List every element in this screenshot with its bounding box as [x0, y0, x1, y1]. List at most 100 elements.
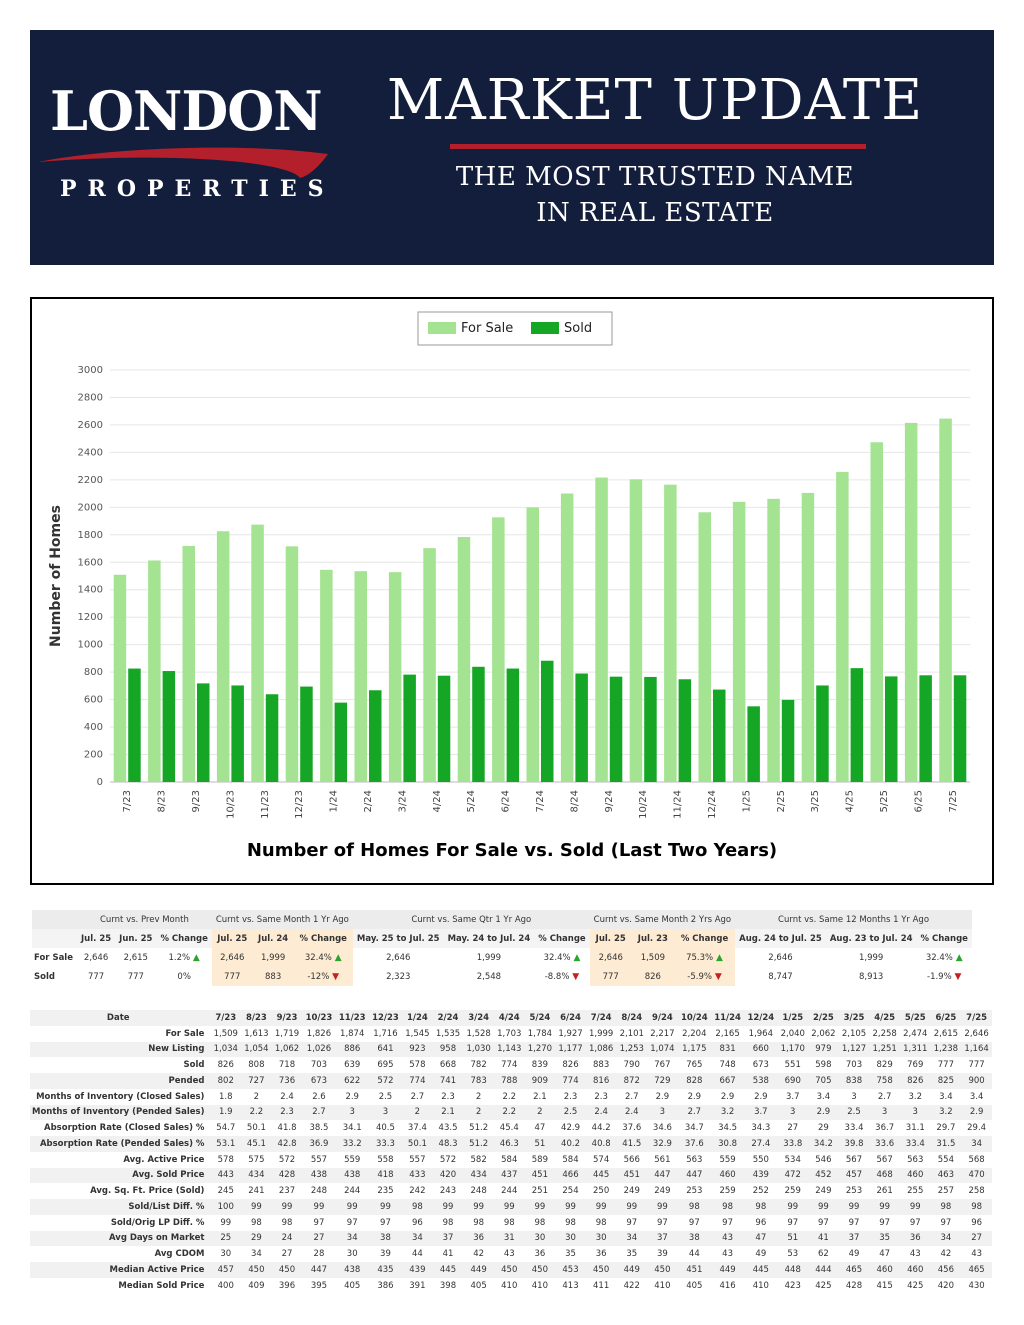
- stats-cell: 40.8: [585, 1136, 617, 1152]
- stats-cell: 1,251: [869, 1041, 900, 1058]
- stats-cell: 584: [555, 1151, 586, 1168]
- bar-for-sale: [492, 517, 505, 782]
- bar-sold: [369, 690, 382, 782]
- stats-cell: 252: [744, 1183, 778, 1199]
- stats-cell: 42: [930, 1246, 962, 1262]
- bar-sold: [506, 668, 520, 782]
- logo-swoosh-icon: [38, 147, 328, 178]
- stats-date-header: 1/24: [402, 1010, 433, 1026]
- bar-sold: [300, 686, 313, 782]
- percent-change-value: 32.4%: [304, 952, 332, 963]
- stats-cell: 1,509: [210, 1025, 242, 1042]
- stats-cell: 2.9: [335, 1088, 369, 1105]
- stats-cell: 29: [808, 1120, 839, 1136]
- stats-row-label: Avg CDOM: [30, 1246, 211, 1262]
- stats-cell: 765: [677, 1057, 711, 1073]
- stats-cell: 41: [808, 1230, 839, 1247]
- stats-row: Absorption Rate (Pended Sales) % 53.1 45.1…: [30, 1136, 992, 1152]
- stats-cell: 396: [271, 1277, 303, 1294]
- stats-cell: 43.5: [432, 1120, 464, 1136]
- stats-row-label: For Sale: [30, 1025, 211, 1042]
- stats-cell: 99: [335, 1199, 369, 1215]
- stats-cell: 99: [869, 1199, 900, 1215]
- stats-cell: 1,528: [463, 1025, 494, 1042]
- stats-cell: 99: [524, 1199, 556, 1215]
- stats-cell: 2.7: [302, 1104, 336, 1121]
- stats-cell: 572: [368, 1073, 403, 1089]
- stats-cell: 97: [677, 1214, 711, 1231]
- stats-cell: 97: [899, 1214, 931, 1231]
- stats-cell: 430: [961, 1277, 992, 1294]
- stats-cell: 249: [616, 1183, 648, 1199]
- stats-cell: 30: [585, 1230, 617, 1247]
- stats-cell: 38.5: [302, 1120, 336, 1136]
- stats-cell: 598: [808, 1057, 839, 1073]
- stats-cell: 42.9: [555, 1120, 586, 1136]
- stats-cell: 826: [210, 1057, 242, 1073]
- stats-date-header: 10/23: [302, 1010, 336, 1026]
- stats-cell: 53.1: [210, 1136, 242, 1152]
- stats-cell: 98: [961, 1199, 992, 1215]
- summary-cell: 1,999: [252, 948, 294, 967]
- stats-cell: 551: [777, 1057, 809, 1073]
- stats-cell: 2,646: [961, 1025, 992, 1042]
- stats-cell: 37.4: [402, 1120, 433, 1136]
- stats-cell: 2,258: [869, 1025, 900, 1042]
- bar-sold: [541, 660, 554, 782]
- stats-cell: 237: [271, 1183, 303, 1199]
- stats-cell: 445: [585, 1167, 617, 1184]
- stats-cell: 550: [744, 1151, 778, 1168]
- x-tick-label: 3/24: [397, 790, 408, 812]
- stats-cell: 235: [368, 1183, 403, 1199]
- bar-sold: [885, 676, 898, 782]
- stats-cell: 29.4: [961, 1120, 992, 1136]
- summary-cell: 883: [252, 967, 294, 986]
- y-tick-label: 1000: [78, 640, 103, 651]
- stats-row-label: Absorption Rate (Closed Sales) %: [30, 1120, 211, 1136]
- stats-cell: 248: [463, 1183, 494, 1199]
- bar-for-sale: [870, 442, 883, 782]
- stats-cell: 1,175: [677, 1041, 711, 1058]
- summary-table: Curnt vs. Prev Month Curnt vs. Same Month…: [32, 910, 972, 986]
- stats-cell: 2: [463, 1104, 494, 1121]
- stats-cell: 445: [744, 1262, 778, 1278]
- stats-cell: 460: [710, 1167, 745, 1184]
- stats-cell: 444: [808, 1262, 839, 1278]
- stats-cell: 1,311: [899, 1041, 931, 1058]
- stats-cell: 3: [838, 1088, 870, 1105]
- stats-row: Sold/List Diff. % 100 99 99 99 99 99 98 99 99 99 99…: [30, 1199, 992, 1215]
- stats-cell: 42.8: [271, 1136, 303, 1152]
- summary-cell: 32.4% ▲: [293, 948, 353, 967]
- stats-cell: 3.7: [777, 1088, 809, 1105]
- bar-sold: [713, 689, 726, 782]
- stats-cell: 3.4: [930, 1088, 962, 1105]
- stats-cell: 50.1: [241, 1120, 272, 1136]
- stats-cell: 451: [524, 1167, 556, 1184]
- stats-cell: 37: [432, 1230, 464, 1247]
- stats-cell: 30: [524, 1230, 556, 1247]
- stats-cell: 410: [647, 1277, 678, 1294]
- stats-cell: 1,127: [838, 1041, 870, 1058]
- stats-cell: 438: [335, 1167, 369, 1184]
- stats-cell: 2,062: [808, 1025, 839, 1042]
- stats-cell: 34: [930, 1230, 962, 1247]
- stats-cell: 34: [335, 1230, 369, 1247]
- summary-row-label: Sold: [34, 971, 55, 982]
- summary-cell: 32.4% ▲: [534, 948, 589, 967]
- stats-cell: 386: [368, 1277, 403, 1294]
- stats-cell: 2.7: [677, 1104, 711, 1121]
- stats-cell: 259: [777, 1183, 809, 1199]
- summary-period-header: Jul. 25: [77, 929, 116, 948]
- summary-corner: [32, 929, 77, 948]
- stats-cell: 2.3: [555, 1088, 586, 1105]
- bar-sold: [231, 685, 244, 782]
- stats-cell: 99: [555, 1199, 586, 1215]
- stats-cell: 425: [899, 1277, 931, 1294]
- stats-cell: 31.1: [899, 1120, 931, 1136]
- arrow-up-icon: ▲: [952, 952, 963, 963]
- summary-cell: 2,646: [768, 952, 793, 963]
- stats-cell: 445: [432, 1262, 464, 1278]
- stats-cell: 36: [463, 1230, 494, 1247]
- stats-cell: 41: [432, 1246, 464, 1262]
- x-tick-label: 2/24: [363, 790, 374, 812]
